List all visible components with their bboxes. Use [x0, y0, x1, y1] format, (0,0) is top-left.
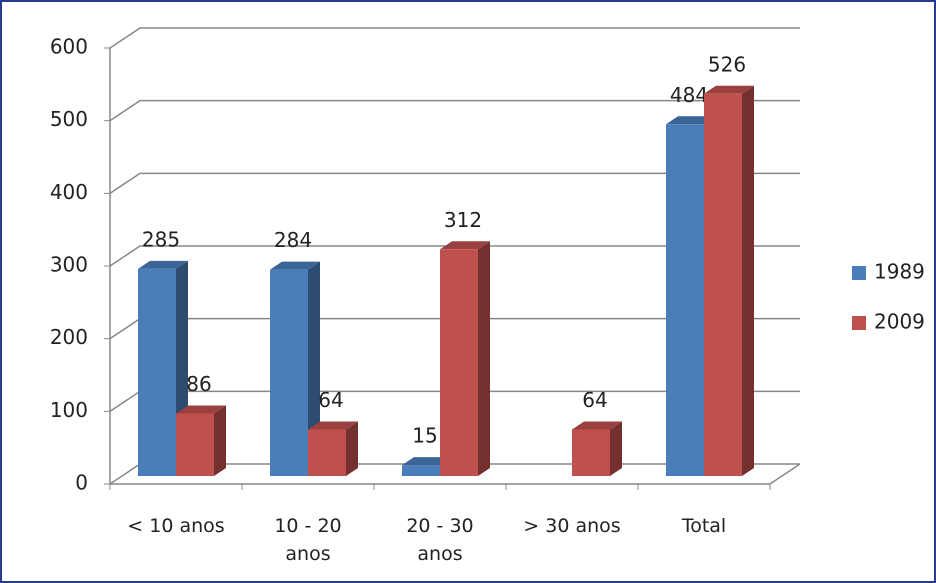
bar-top — [440, 241, 490, 250]
y-tick-label: 400 — [50, 180, 88, 204]
grid-line — [109, 27, 800, 49]
bar-top — [270, 261, 320, 270]
bar — [666, 124, 704, 476]
bar-top — [138, 260, 188, 269]
y-tick-label: 100 — [50, 398, 88, 422]
data-label: 526 — [708, 52, 746, 76]
data-label: 484 — [670, 83, 708, 107]
bar-top — [572, 421, 622, 430]
y-tick-label: 300 — [50, 253, 88, 277]
legend-swatch — [852, 266, 866, 280]
grid-line — [109, 172, 800, 194]
data-label: 86 — [186, 372, 211, 396]
bar — [440, 249, 478, 476]
bar-top — [666, 116, 716, 125]
y-tick-label: 200 — [50, 325, 88, 349]
bar — [270, 269, 308, 476]
y-tick-label: 600 — [50, 35, 88, 59]
bar-side — [478, 241, 490, 476]
bar-top — [308, 421, 358, 430]
bar-side — [742, 85, 754, 477]
bar-side — [214, 405, 226, 476]
bar — [572, 429, 610, 476]
data-label: 64 — [582, 388, 607, 412]
x-tick-label: > 30 anos — [523, 515, 621, 537]
data-label: 15 — [412, 424, 437, 448]
data-label: 284 — [274, 228, 312, 252]
y-tick-label: 500 — [50, 107, 88, 131]
data-label: 312 — [444, 208, 482, 232]
bar-top — [704, 85, 754, 94]
bar — [308, 429, 346, 476]
bar-side — [308, 261, 320, 476]
grid-line — [109, 245, 800, 267]
x-tick-label: Total — [681, 515, 727, 537]
data-label: 285 — [142, 227, 180, 251]
axis-line — [769, 463, 801, 485]
data-label: 64 — [318, 388, 343, 412]
bar-top — [176, 405, 226, 414]
x-tick-label: < 10 anos — [127, 515, 225, 537]
bar — [704, 93, 742, 477]
bar — [402, 465, 440, 476]
legend-label: 1989 — [874, 260, 925, 284]
bar-top — [402, 457, 452, 466]
bar — [176, 413, 214, 476]
bar — [138, 268, 176, 476]
y-tick-label: 0 — [75, 471, 88, 495]
grid-line — [109, 99, 800, 122]
legend-swatch — [852, 316, 866, 330]
x-tick-label: 20 - 30 anos — [406, 515, 474, 565]
x-tick-label: 10 - 20 anos — [274, 515, 342, 565]
legend-label: 2009 — [874, 310, 925, 334]
bar-side — [610, 421, 622, 476]
bar-side — [346, 421, 358, 476]
